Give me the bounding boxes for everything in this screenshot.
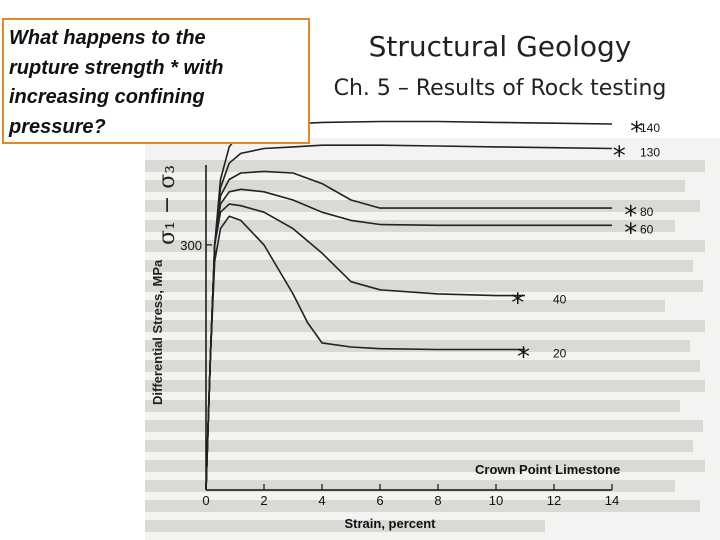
curve-label-140: 140 [640, 121, 660, 135]
curve-label-130: 130 [640, 145, 660, 159]
question-line-3: increasing confining [9, 86, 205, 108]
y-ticks: 300 [180, 238, 212, 253]
curve-140 [205, 120, 613, 491]
slide-subtitle: Ch. 5 – Results of Rock testing [333, 76, 667, 101]
rupture-star-130: * [613, 141, 626, 171]
x-ticks: 0 2 4 6 8 10 12 14 [202, 484, 619, 508]
curve-130 [205, 144, 613, 491]
faded-text-line [145, 320, 705, 332]
question-line-1: What happens to the [9, 27, 206, 49]
rupture-star-60: * [624, 218, 637, 248]
scanned-figure-background [145, 138, 720, 540]
faded-text-line [145, 400, 680, 412]
rupture-star-40: * [511, 289, 524, 319]
faded-text-line [145, 480, 675, 492]
x-axis-title: Strain, percent [344, 516, 436, 531]
y-axis-title: Differential Stress, MPa [150, 259, 165, 405]
faded-text-line [145, 500, 700, 512]
faded-text-line [145, 180, 685, 192]
faded-text-line [145, 440, 693, 452]
rock-type-label: Crown Point Limestone [475, 462, 620, 477]
faded-text-line [145, 160, 705, 172]
faded-text-line [145, 340, 690, 352]
rupture-star-80: * [624, 201, 637, 231]
curve-label-20: 20 [553, 346, 567, 360]
question-line-2-tail: with [183, 56, 224, 79]
faded-text-line [145, 280, 703, 292]
x-tick-label: 14 [605, 493, 619, 508]
faded-text-line [145, 260, 693, 272]
faded-text-line [145, 360, 700, 372]
x-tick-label: 2 [260, 493, 267, 508]
faded-text-line [145, 220, 675, 232]
x-tick-label: 6 [376, 493, 383, 508]
x-tick-label: 8 [434, 493, 441, 508]
rupture-star-140: * [630, 117, 643, 147]
curve-40 [205, 203, 525, 491]
question-box: What happens to the rupture strength * w… [2, 18, 310, 144]
question-line-2: rupture strength * with [9, 54, 308, 84]
curve-60 [205, 188, 612, 491]
slide-title: Structural Geology [368, 30, 632, 63]
faded-text-line [145, 420, 703, 432]
curve-20 [205, 215, 525, 491]
faded-text-line [145, 300, 665, 312]
faded-text-line [145, 520, 545, 532]
sigma-difference-label: σ₁ − σ₃ [155, 164, 180, 245]
y-tick-label: 300 [180, 238, 202, 253]
curve-80 [205, 170, 612, 491]
faded-text-line [145, 460, 705, 472]
curves [205, 120, 613, 491]
faded-text-line [145, 380, 705, 392]
faded-text-line [145, 240, 705, 252]
question-line-2-text: rupture strength [9, 56, 165, 79]
faded-text-line [145, 200, 700, 212]
rupture-star-20: * [517, 342, 530, 372]
curve-label-80: 80 [640, 205, 654, 219]
x-tick-label: 0 [202, 493, 209, 508]
x-tick-label: 12 [547, 493, 561, 508]
curve-label-60: 60 [640, 222, 654, 236]
question-star-icon: * [170, 56, 178, 79]
x-tick-label: 10 [489, 493, 503, 508]
question-line-4: pressure? [9, 115, 106, 138]
curve-label-40: 40 [553, 293, 567, 307]
chart-axes [205, 165, 612, 491]
x-tick-label: 4 [318, 493, 325, 508]
